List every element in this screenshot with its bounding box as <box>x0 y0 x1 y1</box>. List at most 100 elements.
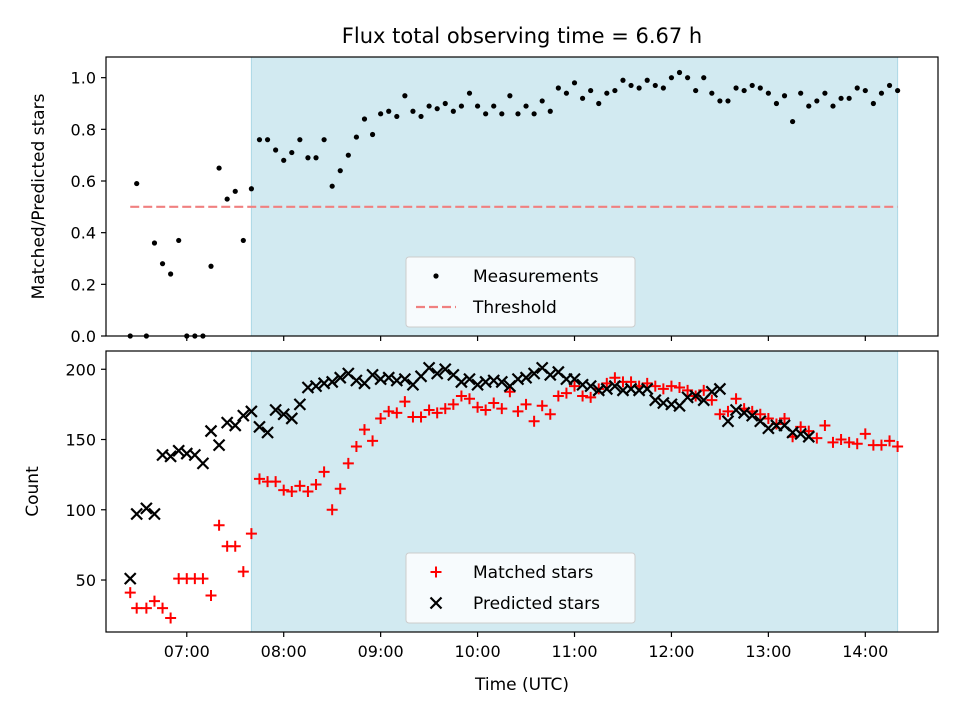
predicted-stars-point <box>366 368 379 382</box>
predicted-stars-point <box>600 382 614 396</box>
predicted-stars-point <box>269 403 282 417</box>
measurement-point <box>596 100 602 107</box>
x-tick-label: 10:00 <box>455 642 501 661</box>
x-tick-label: 09:00 <box>358 642 404 661</box>
y-tick-label: 0.0 <box>71 327 96 346</box>
matched-stars-point <box>544 408 556 420</box>
matched-stars-point <box>536 400 548 412</box>
measurement-point <box>321 137 327 143</box>
matched-stars-point <box>367 435 379 447</box>
measurement-point <box>870 100 876 107</box>
measurement-point <box>644 77 650 83</box>
measurement-point <box>394 113 400 120</box>
measurement-point <box>499 111 505 117</box>
measurement-point <box>781 93 788 99</box>
matched-stars-point <box>754 408 766 420</box>
x-axis-label: Time (UTC) <box>474 675 569 695</box>
matched-stars-point <box>609 372 621 384</box>
matched-stars-point <box>253 473 265 485</box>
matched-stars-point <box>892 441 904 453</box>
plot-frame <box>105 350 939 633</box>
measurement-point <box>281 157 287 163</box>
measurement-point <box>862 87 868 94</box>
measurement-point <box>588 87 594 94</box>
measurement-point <box>886 82 893 89</box>
matched-stars-point <box>601 377 613 389</box>
matched-stars-point <box>131 602 143 614</box>
matched-stars-point <box>827 436 839 448</box>
measurement-point <box>256 137 263 143</box>
predicted-stars-point <box>705 385 719 399</box>
measurement-point <box>725 98 731 104</box>
matched-stars-point <box>884 435 896 447</box>
plot-frame <box>105 56 939 337</box>
measurement-point <box>838 95 844 101</box>
legend-marker-matched <box>430 566 442 578</box>
measurement-point <box>224 196 230 202</box>
measurement-point <box>426 103 432 109</box>
measurement-point <box>604 90 610 96</box>
measurement-point <box>676 69 683 76</box>
measurement-point <box>378 111 384 117</box>
matched-stars-point <box>714 408 726 420</box>
x-tick-label: 07:00 <box>164 642 210 661</box>
matched-stars-point <box>455 390 467 402</box>
measurement-point <box>547 108 553 114</box>
measurement-point <box>531 111 537 117</box>
matched-stars-point <box>722 405 734 417</box>
measurement-point <box>450 108 456 114</box>
matched-stars-point <box>286 486 298 497</box>
measurement-point <box>741 87 747 94</box>
matched-stars-point <box>552 390 564 402</box>
measurement-point <box>749 82 755 89</box>
matched-stars-point <box>472 401 484 413</box>
matched-stars-point <box>488 397 500 409</box>
measurement-point <box>273 147 279 153</box>
y-axis-label: Count <box>23 466 43 517</box>
matched-stars-point <box>480 404 492 416</box>
predicted-stars-point <box>455 375 468 389</box>
matched-stars-point <box>383 405 395 417</box>
measurement-point <box>854 85 860 91</box>
measurement-point <box>329 183 335 189</box>
matched-stars-point <box>819 419 831 431</box>
x-tick-label: 12:00 <box>648 642 694 661</box>
y-tick-label: 1.0 <box>71 69 96 88</box>
measurement-point <box>240 237 246 244</box>
measurement-point <box>790 118 796 125</box>
x-tick-label: 11:00 <box>551 642 597 661</box>
measurement-point <box>660 85 666 91</box>
predicted-stars-point <box>689 389 702 403</box>
measurement-point <box>668 75 675 81</box>
predicted-stars-point <box>164 450 177 463</box>
matched-stars-point <box>165 612 177 624</box>
measurement-point <box>709 90 715 96</box>
matched-stars-point <box>205 589 217 601</box>
predicted-stars-point <box>471 378 484 391</box>
measurement-point <box>208 263 214 269</box>
measurement-point <box>159 261 166 267</box>
matched-stars-point <box>310 478 322 490</box>
measurement-point <box>232 188 238 194</box>
legend-label: Predicted stars <box>473 594 600 614</box>
measurement-point <box>636 85 642 91</box>
measurement-point <box>555 85 561 91</box>
predicted-stars-point <box>220 416 234 429</box>
measurement-point <box>773 100 780 107</box>
predicted-stars-point <box>140 502 153 515</box>
predicted-stars-point <box>196 457 210 470</box>
measurement-point <box>693 87 699 94</box>
predicted-stars-point <box>350 374 363 387</box>
measurement-point <box>402 93 408 99</box>
predicted-stars-point <box>463 372 476 386</box>
predicted-stars-point <box>649 393 662 407</box>
y-tick-label: 50 <box>76 571 96 590</box>
matched-stars-point <box>851 438 863 450</box>
matched-stars-point <box>245 528 257 540</box>
predicted-stars-point <box>519 371 533 384</box>
matched-stars-point <box>665 380 677 392</box>
matched-stars-point <box>520 398 532 410</box>
legend-box <box>405 256 636 328</box>
matched-stars-point <box>447 398 459 410</box>
predicted-stars-point <box>729 403 743 417</box>
